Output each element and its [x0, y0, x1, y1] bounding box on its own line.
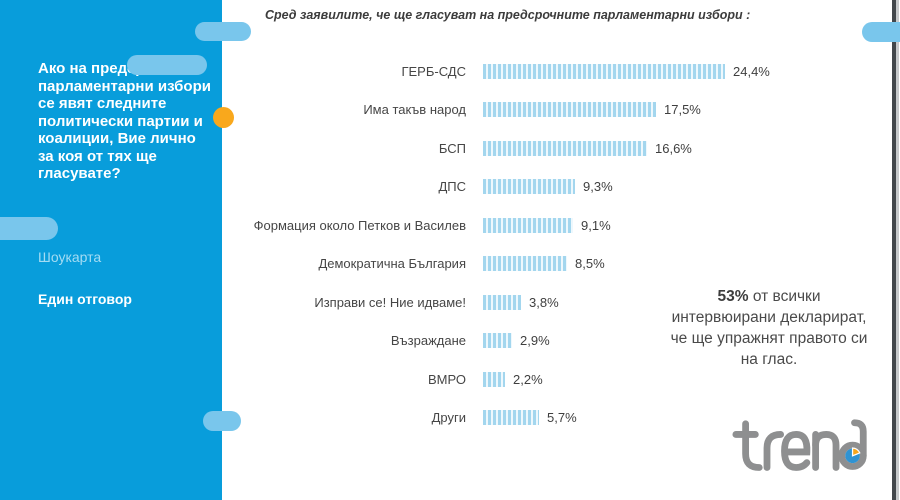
bar-row: Други 5,7% — [240, 399, 860, 438]
bar-row: Възраждане 2,9% — [240, 322, 860, 361]
turnout-percentage: 53% — [717, 288, 749, 305]
decor-pill — [195, 22, 251, 41]
bar-value-label: 9,3% — [583, 179, 613, 195]
bar-value-label: 2,2% — [513, 371, 543, 387]
decor-pill — [127, 55, 207, 75]
bar-category-label: ДПС — [438, 179, 466, 195]
bar — [483, 410, 539, 426]
bar-category-label: Възраждане — [390, 333, 466, 349]
bar-category-label: Демократична България — [318, 256, 466, 272]
bar-category-label: БСП — [438, 140, 466, 156]
bar-category-label: ВМРО — [428, 371, 466, 387]
bar-value-label: 24,4% — [733, 63, 770, 79]
bar-category-label: Изправи се! Ние идваме! — [314, 294, 466, 310]
decor-pill — [203, 411, 241, 431]
logo-pie-icon — [845, 447, 861, 464]
bar-row: Изправи се! Ние идваме! 3,8% — [240, 283, 860, 322]
bar — [483, 102, 656, 118]
trend-logo: trend — [732, 418, 872, 482]
trend-logo-graphic — [732, 419, 867, 471]
bar — [483, 63, 725, 79]
bar-value-label: 5,7% — [547, 410, 577, 426]
bar-value-label: 9,1% — [581, 217, 611, 233]
bar — [483, 256, 567, 272]
bar-row: ДПС 9,3% — [240, 168, 860, 207]
bar — [483, 217, 573, 233]
bar-category-label: Формация около Петков и Василев — [253, 217, 466, 233]
bar-value-label: 16,6% — [655, 140, 692, 156]
bar — [483, 371, 505, 387]
chart-title: Сред заявилите, че ще гласуват на предср… — [265, 8, 751, 22]
bar-chart: ГЕРБ-СДС 24,4% Има такъв народ 17,5% БСП 16,6… — [240, 52, 860, 437]
bar-value-label: 17,5% — [664, 102, 701, 118]
bar-row: ГЕРБ-СДС 24,4% — [240, 52, 860, 91]
showcard-label: Шоукарта — [38, 249, 102, 265]
bar — [483, 294, 521, 310]
bar-row: Демократична България 8,5% — [240, 245, 860, 284]
bar-row: ВМРО 2,2% — [240, 360, 860, 399]
frame-edge-line — [892, 0, 896, 500]
bar-category-label: ГЕРБ-СДС — [401, 63, 466, 79]
bar-category-label: Други — [431, 410, 466, 426]
bar-row: БСП 16,6% — [240, 129, 860, 168]
bar-value-label: 3,8% — [529, 294, 559, 310]
bar-row: Има такъв народ 17,5% — [240, 91, 860, 130]
bar — [483, 140, 647, 156]
orange-dot-decor — [213, 107, 234, 128]
question-sidebar: Ако на предсрочните парламентарни избори… — [0, 0, 222, 500]
bar-value-label: 8,5% — [575, 256, 605, 272]
decor-pill — [862, 22, 900, 42]
frame-edge-highlight — [896, 0, 899, 500]
bar — [483, 179, 575, 195]
survey-question: Ако на предсрочните парламентарни избори… — [38, 60, 211, 182]
answer-mode-label: Един отговор — [38, 291, 132, 307]
turnout-annotation: 53% от всички интервюирани декларират, ч… — [670, 288, 868, 368]
bar — [483, 333, 512, 349]
decor-pill — [0, 217, 58, 240]
bar-category-label: Има такъв народ — [363, 102, 466, 118]
bar-row: Формация около Петков и Василев 9,1% — [240, 206, 860, 245]
bar-value-label: 2,9% — [520, 333, 550, 349]
